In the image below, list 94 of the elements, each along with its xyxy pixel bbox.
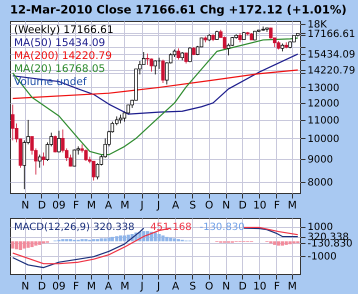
x-tick-label: D — [238, 280, 247, 292]
x-tick-label: D — [38, 280, 46, 292]
candlestick — [146, 53, 150, 66]
bar — [122, 235, 126, 242]
line-series — [12, 53, 298, 115]
series-label: 451.168 — [150, 222, 192, 233]
bar — [38, 241, 42, 245]
x-tick-label: A — [104, 200, 113, 212]
bar — [26, 241, 30, 248]
x-tick-label: N — [222, 280, 230, 292]
candlestick — [92, 160, 96, 181]
x-tick-label: F — [72, 200, 80, 212]
x-tick-label: M — [86, 200, 96, 212]
candlestick — [57, 130, 61, 153]
x-tick-label: F — [72, 280, 80, 292]
y-tick-label: -130.830 — [308, 238, 352, 250]
x-tick-label: D — [238, 200, 247, 212]
x-tick-label: 10 — [253, 280, 266, 292]
candlestick — [184, 52, 188, 64]
y-tick-label: 13000 — [308, 82, 340, 94]
bar — [115, 236, 118, 242]
x-tick-label: 09 — [52, 280, 66, 292]
x-tick-label: A — [172, 200, 180, 212]
candlestick — [84, 148, 88, 162]
bar — [161, 235, 165, 242]
candlestick — [22, 140, 26, 190]
candlestick — [38, 154, 42, 168]
x-tick-label: M — [120, 280, 130, 292]
line-series — [12, 37, 298, 156]
candlestick — [11, 104, 14, 141]
candlestick — [161, 59, 165, 84]
bar — [273, 241, 276, 245]
y-tick-label: 1000 — [308, 222, 333, 234]
x-tick-label: F — [274, 200, 280, 212]
x-tick-label: A — [172, 280, 180, 292]
x-tick-label: O — [205, 200, 214, 212]
y-tick-label: 12000 — [308, 98, 340, 110]
x-tick-label: A — [104, 280, 113, 292]
candlestick — [53, 135, 57, 153]
text: MA(200) 14220.79 — [14, 50, 112, 62]
bar — [172, 238, 176, 242]
y-tick-label: 17166.61 — [308, 28, 356, 40]
x-tick-label: M — [288, 280, 297, 292]
x-tick-label: O — [205, 280, 214, 292]
candlestick — [215, 30, 219, 40]
candlestick — [154, 60, 158, 75]
bar — [165, 236, 168, 242]
x-tick-label: N — [21, 280, 30, 292]
bar — [100, 238, 103, 242]
bar — [11, 241, 14, 249]
y-tick-label: 14220.79 — [308, 65, 356, 76]
x-tick-label: J — [139, 200, 144, 212]
y-tick-label: 15434.09 — [308, 50, 356, 61]
x-tick-label: M — [288, 200, 297, 212]
candlestick — [176, 48, 180, 60]
chart-title: 12-Mar-2010 Close 17166.61 Chg +172.12 (+1.01%) — [10, 2, 347, 17]
bar — [15, 241, 18, 250]
bar — [169, 238, 172, 242]
x-tick-label: M — [120, 200, 130, 212]
text: MA(50) 15434.09 — [14, 37, 106, 49]
y-tick-label: 18K — [308, 20, 328, 31]
series-label: MACD(12,26,9) 320.338 — [14, 222, 134, 233]
x-tick-label: S — [189, 280, 196, 292]
bar — [107, 238, 111, 242]
y-tick-label: 10000 — [308, 134, 340, 145]
x-tick-label: D — [38, 200, 46, 212]
x-tick-label: J — [156, 280, 160, 292]
bar — [22, 241, 26, 249]
series-label: -130.830 — [200, 222, 245, 233]
candlestick — [238, 32, 242, 43]
candlestick — [42, 152, 46, 166]
bar — [284, 241, 288, 245]
x-tick-label: N — [21, 200, 30, 212]
bar — [154, 232, 157, 242]
x-tick-label: 10 — [253, 200, 266, 212]
legend-title: (Weekly) 17166.61 — [14, 24, 114, 36]
x-tick-label: S — [189, 200, 196, 212]
x-tick-label: J — [139, 280, 144, 292]
candlestick — [150, 58, 154, 72]
y-tick-label: 11000 — [308, 115, 340, 126]
x-tick-label: 09 — [52, 200, 66, 212]
y-tick-label: -1000 — [308, 251, 337, 262]
series-label: MA(20) 16768.05 — [14, 63, 106, 75]
candlestick — [188, 46, 192, 63]
x-tick-label: N — [222, 200, 230, 212]
bar — [158, 234, 161, 242]
y-tick-label: 8000 — [308, 177, 333, 188]
x-tick-label: J — [156, 200, 160, 212]
y-tick-label: 9000 — [308, 154, 333, 166]
bar — [104, 238, 107, 242]
bar — [119, 235, 122, 242]
x-tick-label: F — [274, 280, 280, 292]
x-tick-label: M — [86, 280, 96, 292]
bar — [18, 241, 22, 250]
